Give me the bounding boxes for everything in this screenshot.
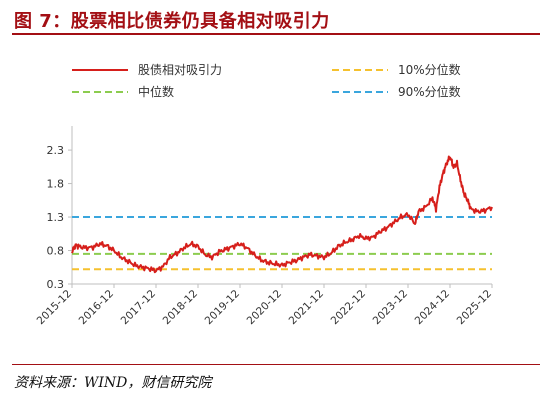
- legend-label-stock-bond: 股债相对吸引力: [138, 63, 222, 77]
- figure-title: 图 7：股票相比债券仍具备相对吸引力: [14, 11, 330, 32]
- source-note: 资料来源：WIND，财信研究院: [14, 375, 212, 391]
- x-tick-label: 2015-12: [35, 288, 75, 328]
- x-tick-label: 2016-12: [77, 288, 117, 328]
- legend-label-p10: 10%分位数: [398, 62, 461, 77]
- y-tick-label: 0.3: [47, 278, 65, 291]
- y-tick-label: 1.8: [47, 178, 65, 191]
- source-rule: [12, 364, 540, 365]
- x-tick-label: 2025-12: [455, 288, 495, 328]
- x-tick-label: 2019-12: [203, 288, 243, 328]
- x-tick-label: 2018-12: [161, 288, 201, 328]
- x-tick-label: 2021-12: [287, 288, 327, 328]
- y-tick-label: 2.3: [47, 144, 65, 157]
- series-line-stock-bond: [71, 155, 493, 274]
- x-tick-label: 2017-12: [119, 288, 159, 328]
- x-tick-label: 2023-12: [371, 288, 411, 328]
- y-tick-label: 1.3: [47, 211, 65, 224]
- legend-label-median: 中位数: [138, 84, 174, 99]
- x-tick-label: 2020-12: [245, 288, 285, 328]
- title-rule: [12, 33, 540, 35]
- x-tick-label: 2022-12: [329, 288, 369, 328]
- legend-label-p90: 90%分位数: [398, 84, 461, 99]
- y-tick-label: 0.8: [47, 245, 65, 258]
- x-tick-label: 2024-12: [413, 288, 453, 328]
